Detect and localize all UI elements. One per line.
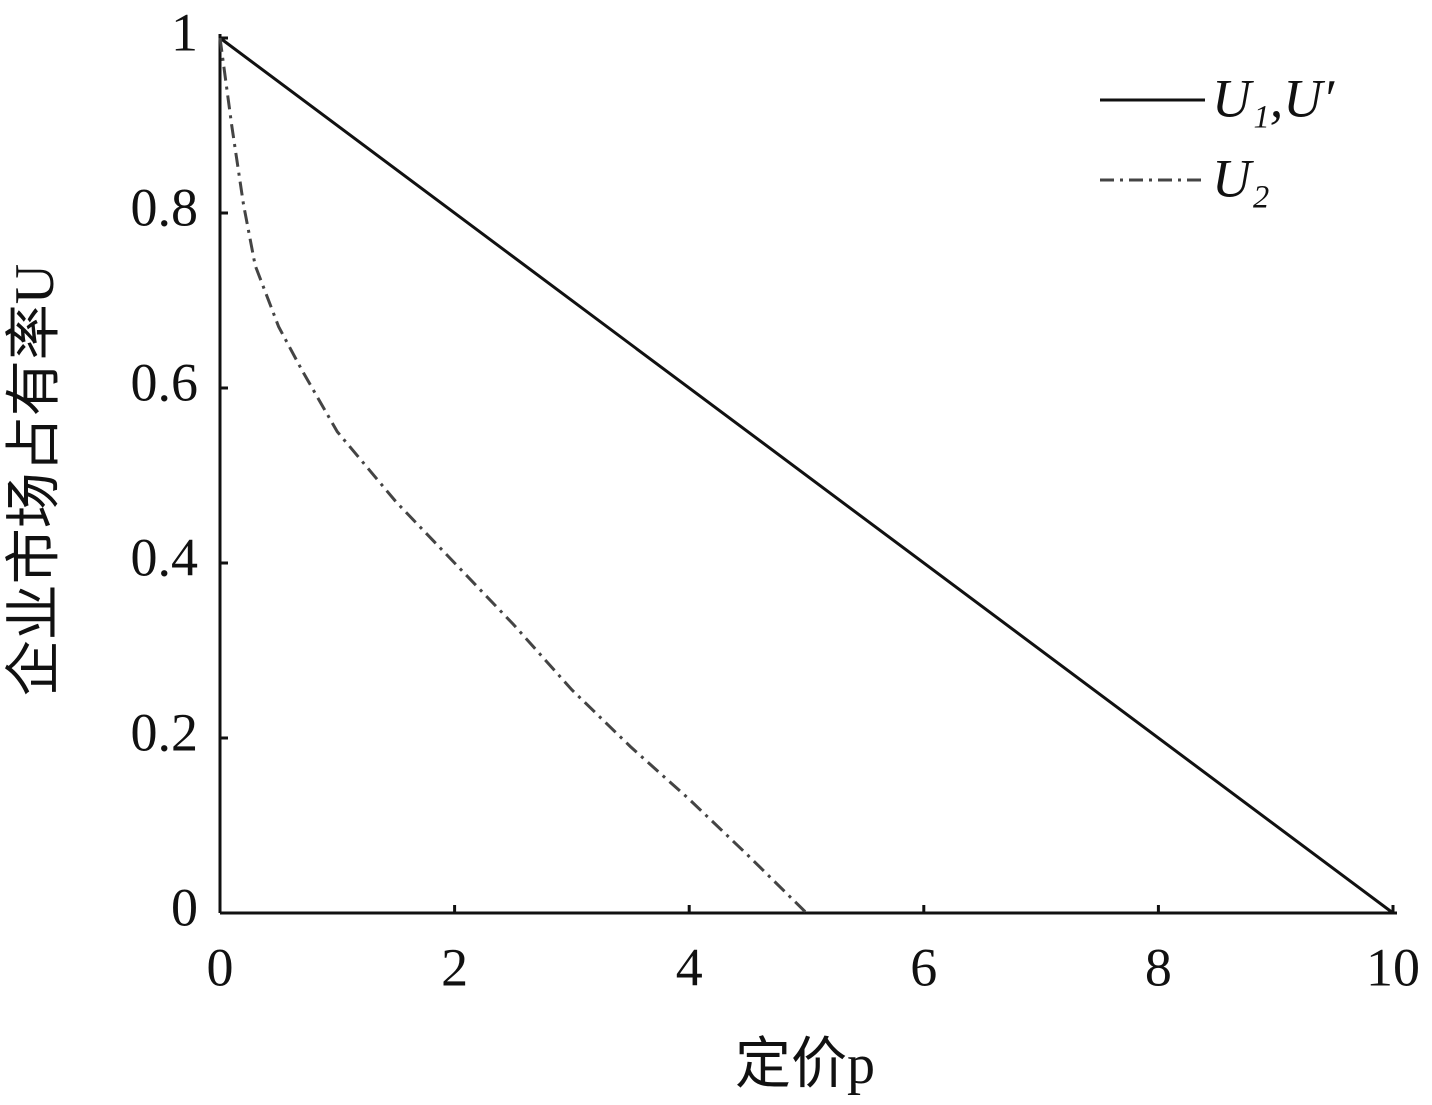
series-line bbox=[219, 36, 1394, 915]
y-tick-label: 0 bbox=[171, 877, 198, 937]
y-tick-label: 0.8 bbox=[131, 177, 199, 237]
y-tick-label: 0.2 bbox=[131, 702, 199, 762]
y-tick-label: 0.4 bbox=[131, 527, 199, 587]
x-tick-label: 0 bbox=[207, 937, 234, 997]
series-line bbox=[218, 37, 808, 915]
x-tick-label: 8 bbox=[1145, 937, 1172, 997]
x-tick-label: 4 bbox=[676, 937, 703, 997]
legend-label: U₂ bbox=[1212, 148, 1270, 208]
y-tick-label: 0.6 bbox=[131, 352, 199, 412]
legend-label: U₁,U′ bbox=[1212, 68, 1335, 128]
y-axis-label: 企业市场占有率U bbox=[4, 264, 66, 696]
x-axis-label: 定价p bbox=[735, 1034, 875, 1096]
x-tick-label: 6 bbox=[910, 937, 937, 997]
x-tick-label: 10 bbox=[1366, 937, 1420, 997]
x-tick-label: 2 bbox=[441, 937, 468, 997]
y-tick-label: 1 bbox=[171, 2, 198, 62]
